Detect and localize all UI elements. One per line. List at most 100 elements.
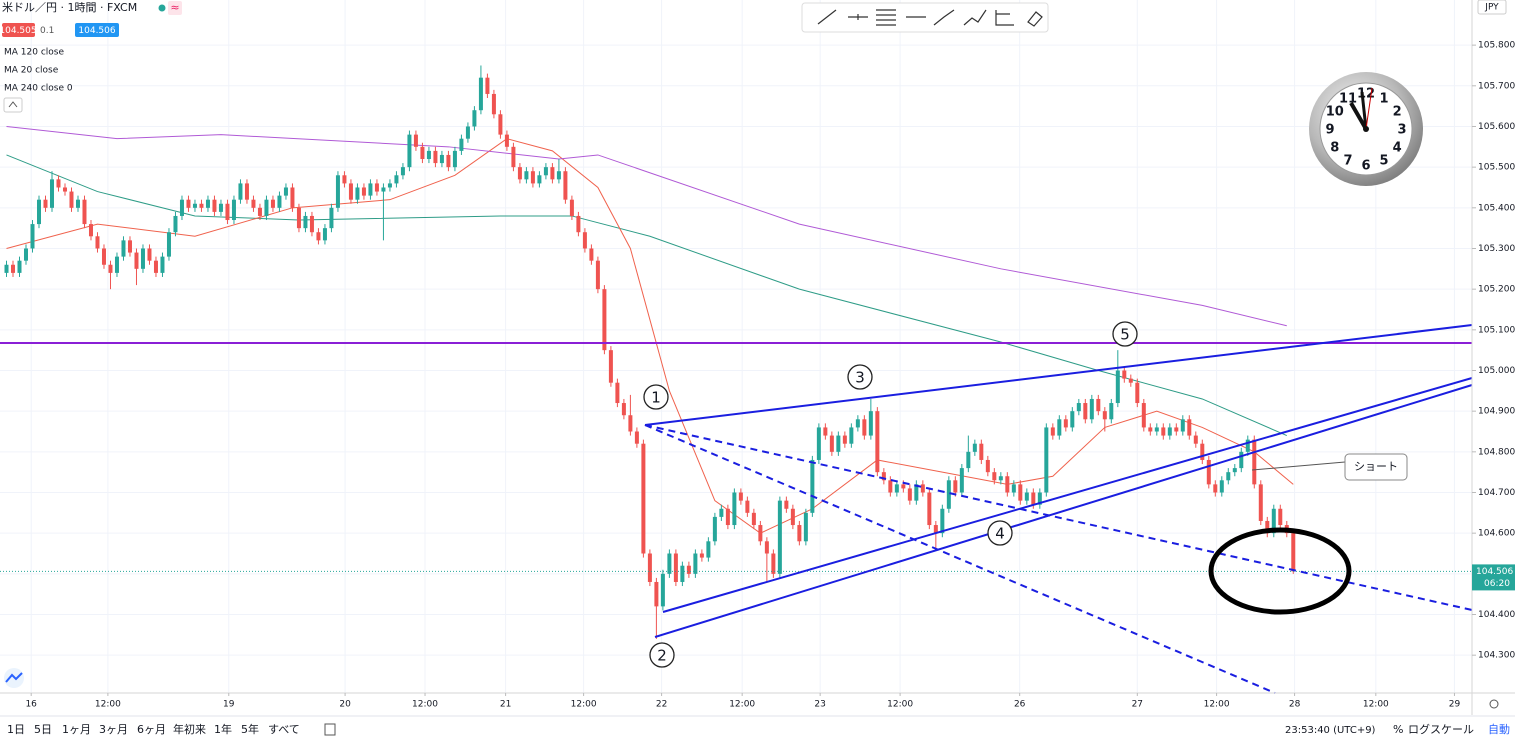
last-price-box	[1472, 564, 1515, 591]
candle-body	[602, 289, 607, 351]
candle-body	[797, 525, 802, 542]
settings-icon[interactable]	[1489, 699, 1499, 709]
legend-entry: MA 120 close	[4, 48, 64, 58]
candle-body	[582, 232, 587, 249]
candle-body	[1083, 403, 1088, 420]
candle-body	[985, 459, 990, 473]
candle-body	[10, 264, 15, 273]
candle-body	[1265, 520, 1270, 534]
x-tick-label: 12:00	[412, 700, 438, 710]
period-button[interactable]: 1日	[7, 723, 25, 736]
badge: ≈	[170, 1, 179, 14]
ma-line	[6, 125, 1287, 327]
candle-body	[231, 199, 236, 221]
clock-second-hand	[1365, 87, 1373, 130]
log-toggle[interactable]: ログスケール	[1408, 722, 1474, 736]
candle-body	[1226, 472, 1231, 481]
candle-body	[413, 134, 418, 147]
candle-body	[933, 525, 938, 534]
candle-body	[920, 484, 925, 493]
candle-body	[706, 541, 711, 558]
percent-toggle[interactable]: %	[1393, 723, 1403, 736]
candle-body	[329, 207, 334, 229]
candle-body	[979, 443, 984, 460]
candle-body	[173, 215, 178, 233]
candle-body	[62, 187, 67, 192]
trendline	[654, 384, 1473, 638]
candle-body	[855, 419, 860, 428]
candle-body	[472, 110, 477, 127]
candle-body	[95, 236, 100, 249]
tool-icon[interactable]	[933, 9, 955, 26]
y-tick-label: 105.200	[1478, 285, 1515, 295]
period-button[interactable]: 1ヶ月	[62, 723, 91, 736]
x-tick-label: 12:00	[1204, 700, 1230, 710]
candle-body	[940, 508, 945, 534]
period-button[interactable]: 6ヶ月	[137, 723, 166, 736]
candle-body	[1050, 427, 1055, 436]
wave-label: 4	[995, 525, 1005, 543]
tool-icon[interactable]	[963, 9, 987, 26]
tool-icon[interactable]	[1027, 11, 1043, 27]
period-button[interactable]: 5日	[34, 723, 52, 736]
candle-body	[738, 492, 743, 501]
candle-body	[387, 183, 392, 188]
goto-date-icon[interactable]	[324, 723, 336, 736]
candle-body	[491, 93, 496, 115]
candle-body	[127, 240, 132, 253]
candle-body	[1167, 427, 1172, 436]
ask-box[interactable]	[75, 23, 119, 37]
logo	[5, 672, 23, 683]
tool-icon[interactable]	[876, 9, 896, 26]
candle-body	[888, 480, 893, 493]
candle-body	[1232, 468, 1237, 473]
wave-label: 5	[1120, 326, 1130, 344]
candle-body	[868, 411, 873, 436]
candle-body	[875, 411, 880, 473]
y-tick-label: 104.800	[1478, 447, 1515, 457]
spread: 0.1	[40, 26, 54, 36]
candle-body	[433, 150, 438, 164]
period-button[interactable]: 3ヶ月	[99, 723, 128, 736]
x-tick-label: 12:00	[729, 700, 755, 710]
currency-box[interactable]	[1477, 0, 1507, 15]
tool-icon[interactable]	[848, 14, 868, 20]
period-button[interactable]: すべて	[268, 723, 300, 736]
y-tick-label: 105.700	[1478, 81, 1515, 91]
auto-toggle[interactable]: 自動	[1488, 722, 1510, 736]
x-tick-label: 12:00	[887, 700, 913, 710]
candle-body	[608, 350, 613, 383]
candle-body	[992, 472, 997, 481]
candle-body	[361, 187, 366, 196]
collapse-icon	[8, 101, 18, 108]
wave-labels	[643, 321, 1138, 668]
candle-body	[660, 573, 665, 607]
candle-body	[1070, 411, 1075, 428]
y-tick-label: 104.400	[1478, 610, 1515, 620]
bid-box[interactable]	[2, 23, 35, 37]
candle-body	[745, 500, 750, 513]
candle-body	[595, 260, 600, 290]
candle-body	[1031, 492, 1036, 505]
period-button[interactable]: 年初来	[173, 722, 206, 736]
trendline	[644, 424, 1276, 694]
tool-icon[interactable]	[995, 10, 1014, 26]
clock-numeral: 5	[1379, 154, 1388, 169]
tool-icon[interactable]	[817, 9, 837, 25]
candle-body	[238, 183, 243, 200]
candle-body	[849, 427, 854, 444]
wave-circle	[649, 642, 675, 668]
period-button[interactable]: 1年	[214, 722, 232, 736]
candle-body	[225, 203, 230, 221]
candle-body	[1239, 451, 1244, 469]
x-tick-label: 29	[1449, 700, 1461, 710]
candle-body	[290, 187, 295, 208]
collapse-button[interactable]	[3, 97, 23, 113]
candle-body	[777, 500, 782, 574]
candle-body	[348, 183, 353, 200]
candle-body	[342, 175, 347, 184]
candle-body	[1076, 403, 1081, 412]
period-button[interactable]: 5年	[241, 722, 259, 736]
candle-body	[1252, 439, 1257, 485]
